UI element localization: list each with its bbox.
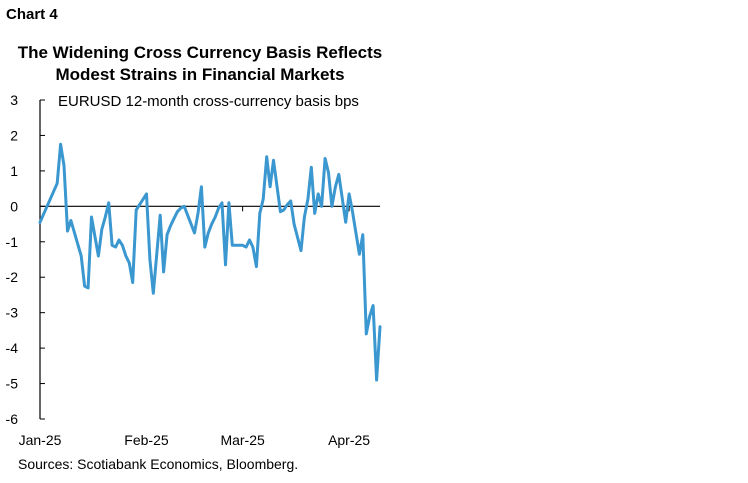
y-tick-label: -1	[6, 234, 19, 250]
x-tick-label: Apr-25	[328, 432, 370, 448]
y-tick-label: -5	[6, 376, 19, 392]
y-tick-label: -4	[6, 340, 19, 356]
chart-axes	[39, 99, 380, 420]
x-tick-label: Mar-25	[220, 432, 265, 448]
y-tick-label: 2	[10, 127, 18, 143]
series-legend-label: EURUSD 12-month cross-currency basis bps	[58, 93, 359, 110]
chart-title: The Widening Cross Currency Basis Reflec…	[0, 42, 400, 86]
y-tick-label: -2	[6, 269, 19, 285]
chart-title-line-1: The Widening Cross Currency Basis Reflec…	[17, 43, 383, 62]
chart-title-line-2: Modest Strains in Financial Markets	[55, 65, 345, 84]
y-tick-label: -3	[6, 305, 19, 321]
chart-number-label: Chart 4	[6, 6, 58, 23]
y-tick-label: -6	[6, 411, 19, 427]
y-tick-label: 1	[10, 163, 18, 179]
chart-series	[38, 142, 382, 382]
y-tick-label: 0	[10, 198, 18, 214]
y-tick-label: 3	[10, 92, 18, 108]
x-tick-label: Feb-25	[124, 432, 169, 448]
series-line	[38, 142, 382, 382]
x-tick-label: Jan-25	[19, 432, 62, 448]
source-note: Sources: Scotiabank Economics, Bloomberg…	[18, 456, 299, 472]
